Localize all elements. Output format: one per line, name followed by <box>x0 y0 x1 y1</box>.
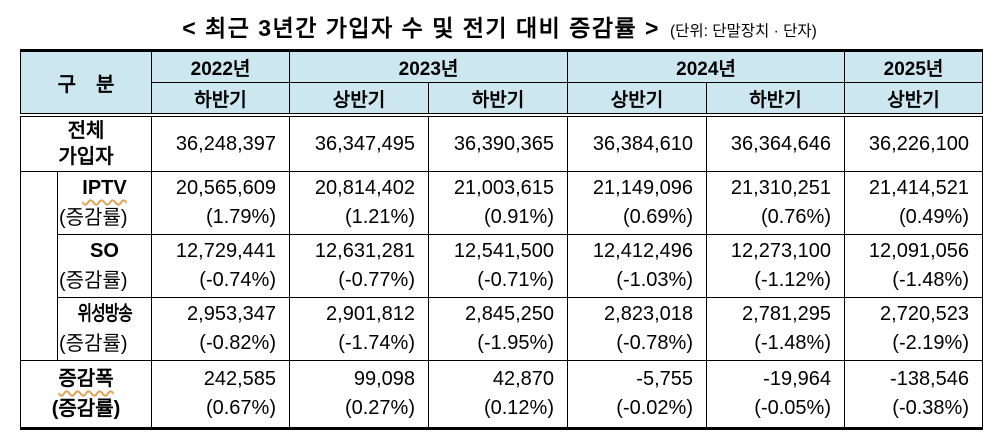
table-cell: 12,729,441 (-0.74%) <box>151 234 290 298</box>
table-cell: 21,149,096 (0.69%) <box>567 171 707 235</box>
table-cell: 2,720,523 (-2.19%) <box>844 297 983 361</box>
period-header: 상반기 <box>844 82 983 117</box>
table-cell: 12,541,500 (-0.71%) <box>428 234 568 298</box>
year-header-2022: 2022년 <box>151 50 290 83</box>
period-header: 하반기 <box>428 82 568 117</box>
year-header-2024: 2024년 <box>567 50 845 83</box>
row-label-so: SO (증감률) <box>57 234 152 298</box>
table-cell: 2,845,250 (-1.95%) <box>428 297 568 361</box>
year-header-2023: 2023년 <box>289 50 568 83</box>
unit-note: (단위: 단말장치 · 단자) <box>669 23 817 40</box>
subscriber-table: 구 분 2022년 2023년 2024년 2025년 하반기 상반기 하반기 … <box>20 49 983 430</box>
row-label-iptv: IPTV (증감률) <box>57 171 152 235</box>
table-cell: 36,364,646 <box>706 114 845 172</box>
table-cell: 2,901,812 (-1.74%) <box>289 297 429 361</box>
table-cell: 21,003,615 (0.91%) <box>428 171 568 235</box>
period-header: 하반기 <box>706 82 845 117</box>
table-cell: 20,565,609 (1.79%) <box>151 171 290 235</box>
period-header: 상반기 <box>289 82 429 117</box>
table-cell: 242,585 (0.67%) <box>151 360 290 429</box>
table-cell: 99,098 (0.27%) <box>289 360 429 429</box>
table-title: < 최근 3년간 가입자 수 및 전기 대비 증감률 > <box>182 15 660 41</box>
table-cell: 36,390,365 <box>428 114 568 172</box>
table-row-so: SO (증감률) 12,729,441 (-0.74%) 12,631,281 (-… <box>21 234 983 298</box>
table-row-change: 증감폭 (증감률) 242,585 (0.67%) 99,098 (0.27%) 4… <box>20 360 983 429</box>
table-cell: -138,546 (-0.38%) <box>844 360 983 429</box>
table-cell: 20,814,402 (1.21%) <box>289 171 429 235</box>
table-cell: 36,384,610 <box>567 114 707 172</box>
table-cell: 36,226,100 <box>844 114 983 172</box>
table-row-total: 전체 가입자 36,248,397 36,347,495 36,390,365 … <box>20 114 983 172</box>
year-header-2025: 2025년 <box>844 50 983 83</box>
table-cell: 2,953,347 (-0.82%) <box>151 297 290 361</box>
corner-header: 구 분 <box>20 50 152 117</box>
page-title: < 최근 3년간 가입자 수 및 전기 대비 증감률 > (단위: 단말장치 · … <box>0 0 999 43</box>
table-cell: 21,414,521 (0.49%) <box>844 171 983 235</box>
table-cell: 12,091,056 (-1.48%) <box>844 234 983 298</box>
row-label-change: 증감폭 (증감률) <box>20 360 152 429</box>
table-cell: -19,964 (-0.05%) <box>706 360 845 429</box>
table-cell: 12,273,100 (-1.12%) <box>706 234 845 298</box>
row-label-satellite: 위성방송 (증감률) <box>57 297 152 361</box>
table-cell: 12,412,496 (-1.03%) <box>567 234 707 298</box>
table-cell: -5,755 (-0.02%) <box>567 360 707 429</box>
table-cell: 36,248,397 <box>151 114 290 172</box>
period-header: 하반기 <box>151 82 290 117</box>
table-cell: 21,310,251 (0.76%) <box>706 171 845 235</box>
header-row-periods: 하반기 상반기 하반기 상반기 하반기 상반기 <box>21 82 983 117</box>
table-cell: 2,823,018 (-0.78%) <box>567 297 707 361</box>
row-label-total: 전체 가입자 <box>20 114 152 172</box>
table-cell: 12,631,281 (-0.77%) <box>289 234 429 298</box>
header-row-years: 구 분 2022년 2023년 2024년 2025년 <box>20 50 983 117</box>
period-header: 상반기 <box>567 82 707 117</box>
table-row-iptv: IPTV (증감률) 20,565,609 (1.79%) 20,814,402(… <box>20 171 983 361</box>
table-cell: 2,781,295 (-1.48%) <box>706 297 845 361</box>
table-row-satellite: 위성방송 (증감률) 2,953,347 (-0.82%) 2,901,812 (-… <box>21 297 983 361</box>
table-cell: 42,870 (0.12%) <box>428 360 568 429</box>
table-cell: 36,347,495 <box>289 114 429 172</box>
indent-strip <box>20 171 58 361</box>
